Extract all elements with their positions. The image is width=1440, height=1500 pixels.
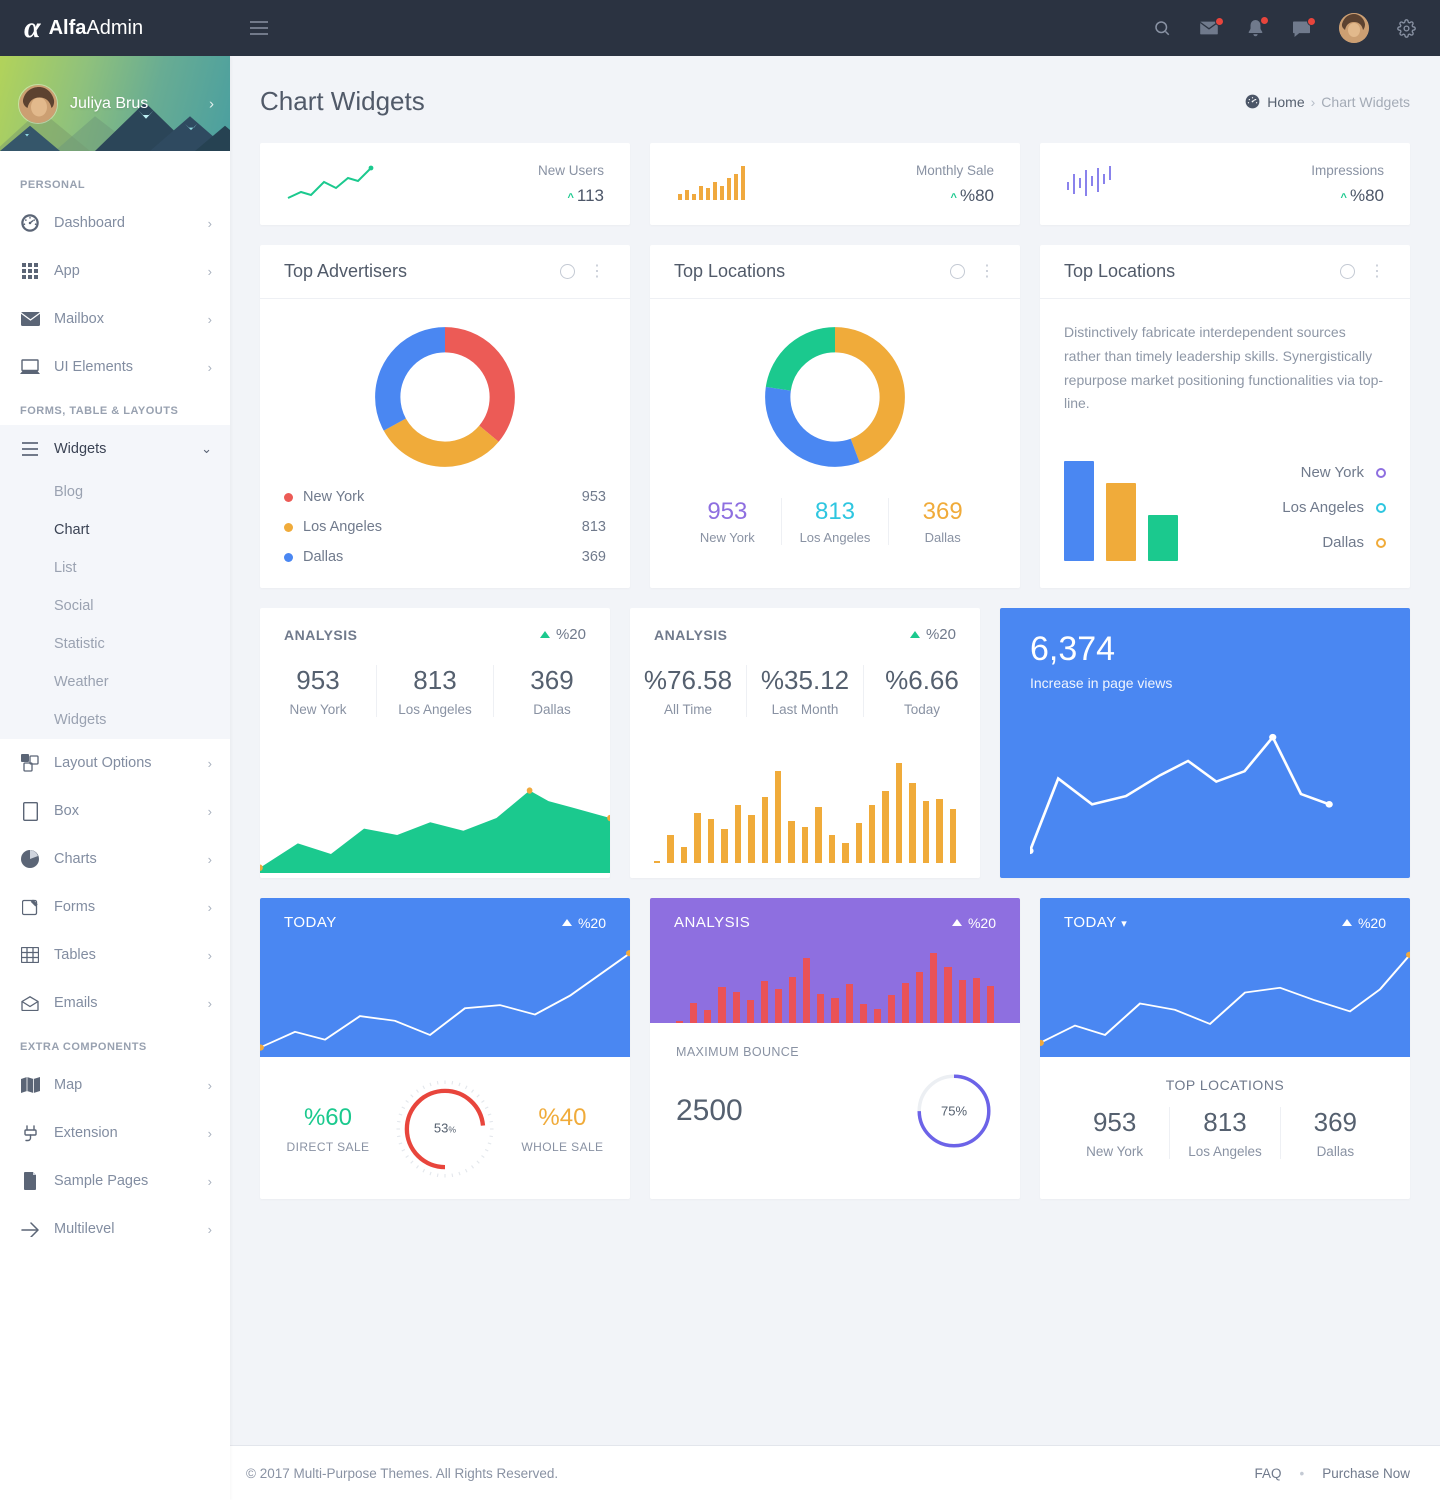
- svg-text:75%: 75%: [941, 1103, 967, 1118]
- svg-text:53%: 53%: [434, 1120, 456, 1135]
